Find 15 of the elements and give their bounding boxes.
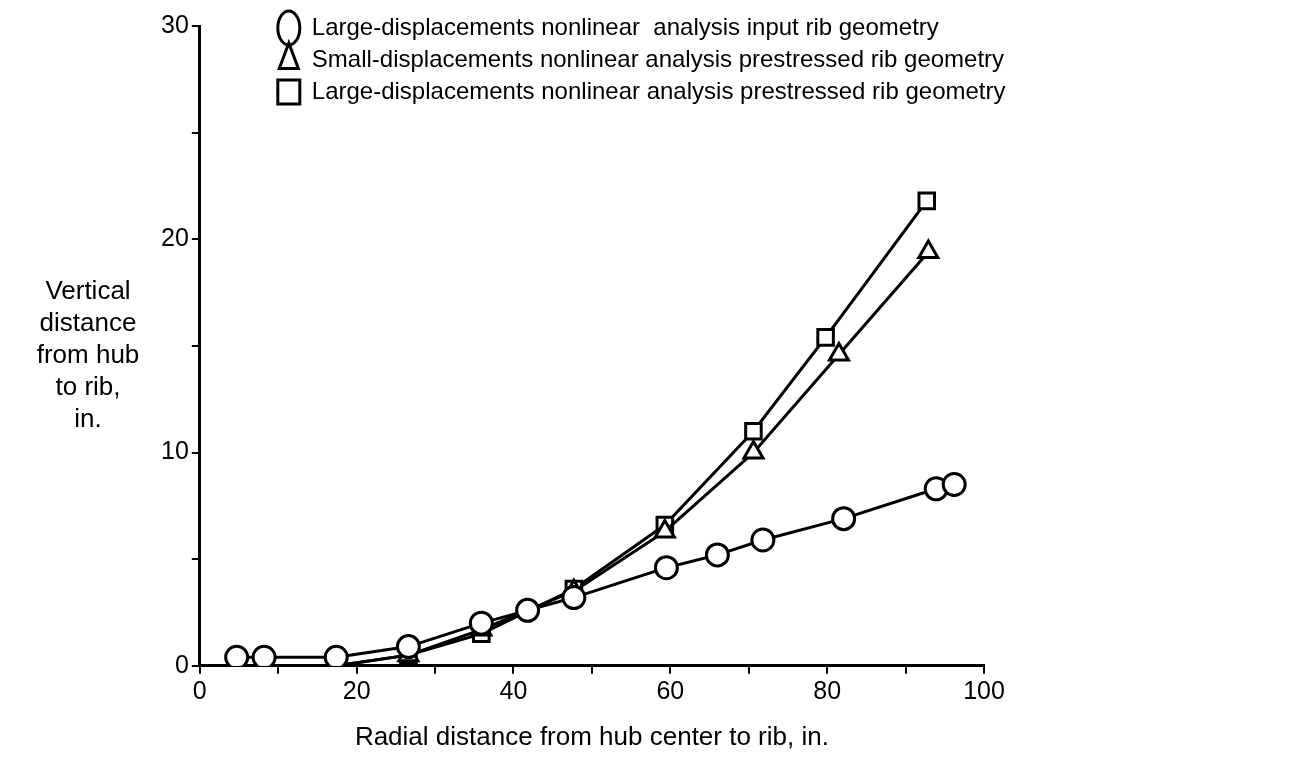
x-tick-label: 60	[656, 675, 685, 704]
x-tick-label: 20	[342, 675, 371, 704]
x-tick-label: 100	[963, 675, 1005, 704]
y-tick-label: 30	[161, 9, 189, 38]
x-axis-title: Radial distance from hub center to rib, in.	[354, 720, 829, 751]
y-tick-label: 10	[161, 436, 189, 465]
y-tick-label: 0	[174, 649, 189, 678]
x-tick-label: 0	[192, 675, 207, 704]
legend-label: Large-displacements nonlinear analysis prestressed rib geometry	[311, 76, 1006, 104]
x-tick-label: 40	[499, 675, 528, 704]
y-axis-title: Vertical distance from hub to rib, in.	[36, 275, 140, 434]
x-tick-label: 80	[813, 675, 842, 704]
legend-label: Small-displacements nonlinear analysis prestressed rib geometry	[311, 44, 1005, 72]
y-tick-label: 20	[161, 223, 189, 252]
legend-label: Large-displacements nonlinear analysis input rib geometry	[311, 12, 939, 40]
